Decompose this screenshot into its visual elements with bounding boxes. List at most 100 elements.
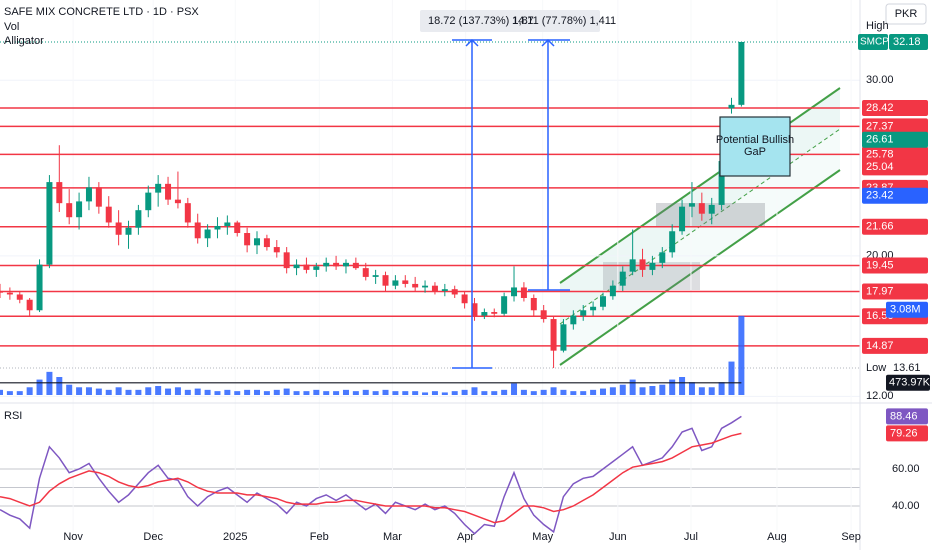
candle-body [105, 206, 112, 223]
low-label: Low [866, 362, 886, 374]
volume-bar [66, 384, 73, 395]
volume-bar [323, 391, 330, 395]
volume-bar [293, 391, 300, 395]
candle-body [194, 222, 201, 239]
volume-bar [155, 386, 162, 395]
volume-bar [422, 392, 429, 395]
volume-bar [392, 391, 399, 395]
candle-body [342, 262, 349, 267]
volume-bar [36, 379, 43, 395]
candle-body [382, 275, 389, 286]
volume-bar [659, 384, 666, 395]
level-label: 21.66 [866, 221, 894, 233]
volume-bar [649, 386, 656, 395]
candle-body [471, 303, 478, 316]
gap-label: GaP [744, 146, 766, 158]
candle-body [718, 161, 725, 205]
volume-bar [352, 391, 359, 395]
marker-label: 23.42 [866, 190, 894, 202]
volume-bar [95, 388, 102, 395]
volume-bar [85, 387, 92, 395]
candle-body [590, 306, 597, 311]
volume-bar [214, 391, 221, 395]
volume-bar [639, 387, 646, 395]
candle-body [234, 222, 241, 234]
level-label-box [862, 118, 928, 135]
rsi-title: RSI [4, 410, 22, 422]
candle-body [609, 285, 616, 297]
volume-bar [254, 389, 261, 395]
candle-body [352, 262, 359, 269]
candle-body [155, 183, 162, 193]
gap-box [719, 116, 791, 177]
candle-body [392, 280, 399, 286]
volume-bar [560, 389, 567, 395]
volume-bar [382, 389, 389, 395]
last-price: 32.18 [893, 36, 921, 48]
candle-body [95, 187, 102, 207]
volume-bar [599, 388, 606, 395]
indicator-label: Alligator [4, 35, 44, 47]
volume-bar [105, 389, 112, 395]
candle-body [629, 259, 636, 272]
candle-body [313, 266, 320, 270]
candle-body [431, 285, 438, 291]
volume-bar [412, 391, 419, 395]
x-tick-label: Mar [383, 531, 402, 543]
measure-arrows [452, 38, 570, 369]
candle-body [115, 222, 122, 235]
volume-bar [491, 391, 498, 395]
volume-bar [688, 382, 695, 395]
last-price-box [889, 33, 928, 50]
volume-bar [698, 387, 705, 395]
volume-bar [135, 389, 142, 395]
candle-body [66, 203, 73, 218]
marker-box [862, 187, 928, 204]
volume-bar [184, 389, 191, 395]
low-value: 13.61 [893, 362, 921, 374]
candle-body [204, 229, 211, 239]
volume-bar [669, 379, 676, 395]
volume-bar [283, 388, 290, 395]
level-label-box [862, 283, 928, 300]
volume-bar [125, 389, 132, 395]
candle-body [441, 289, 448, 291]
candle-body [283, 252, 290, 269]
x-tick-label: 2025 [223, 531, 247, 543]
volume-bar [372, 391, 379, 395]
candle-body [540, 310, 547, 320]
volume-bar [402, 391, 409, 395]
rsi-tick-label: 60.00 [892, 463, 920, 475]
rsi-value: 79.26 [890, 427, 918, 439]
volume-bar [708, 387, 715, 395]
volume-bar [728, 361, 735, 395]
x-tick-label: Jun [609, 531, 627, 543]
candle-body [580, 310, 587, 316]
candle-body [362, 268, 369, 277]
channel-lower [559, 169, 841, 366]
candle-body [224, 222, 231, 226]
volume-bar [451, 391, 458, 395]
candle-body [520, 287, 527, 298]
candle-body [333, 262, 340, 267]
indicator-label: Vol [4, 21, 19, 33]
marker-box [862, 159, 928, 176]
volume-bar [145, 387, 152, 395]
volume-bar [580, 391, 587, 395]
marker-box [862, 131, 928, 148]
volume-bar [46, 371, 53, 395]
volume-bar [511, 383, 518, 395]
candle-body [491, 312, 498, 314]
candle-body [679, 206, 686, 232]
volume-ma-label: 473.97K [889, 377, 931, 389]
volume-bar [540, 389, 547, 395]
marker-label: 25.04 [866, 161, 894, 173]
candle-body [560, 324, 567, 351]
volume-bar [718, 382, 725, 395]
level-label: 17.97 [866, 285, 894, 297]
candle-body [738, 41, 745, 105]
volume-bar [441, 392, 448, 395]
candle-body [461, 294, 468, 304]
measure-label: 14.11 (77.78%) 1,411 [512, 15, 616, 27]
